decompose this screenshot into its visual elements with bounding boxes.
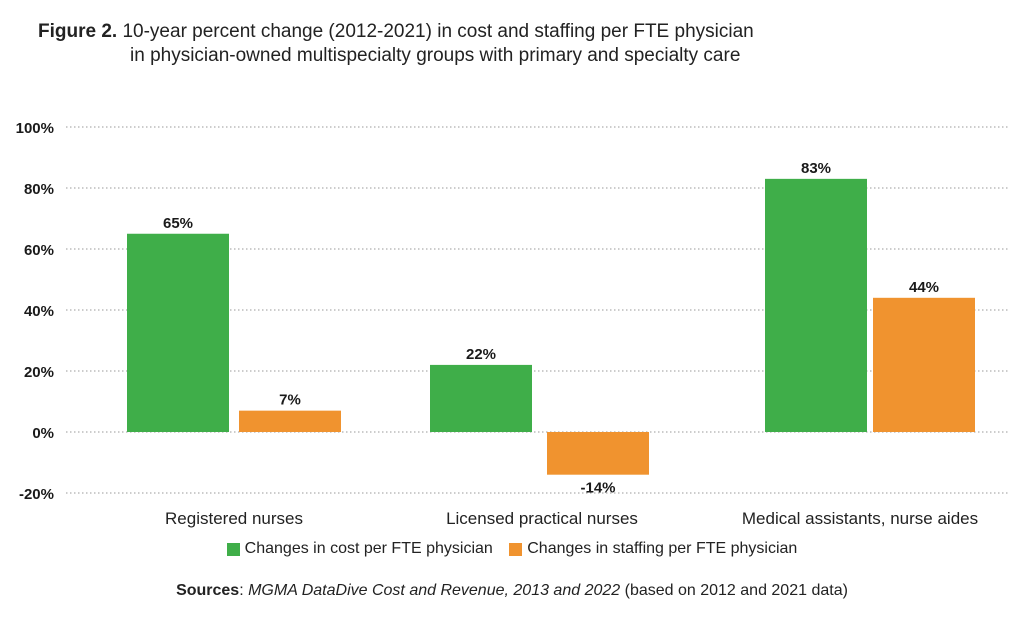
legend-swatch-staffing — [509, 542, 523, 556]
data-label: 83% — [801, 160, 831, 177]
bar-cost — [127, 233, 229, 432]
legend-item-staffing: Changes in staffing per FTE physician — [509, 540, 797, 558]
y-tick-label: 100% — [16, 120, 54, 137]
y-tick-label: -20% — [19, 486, 54, 503]
title-line-1: 10-year percent change (2012-2021) in co… — [122, 21, 754, 42]
y-tick-label: 0% — [32, 425, 54, 442]
data-label: 44% — [909, 279, 939, 296]
figure-label: Figure 2. — [38, 21, 118, 42]
legend-swatch-cost — [226, 542, 240, 556]
bars — [127, 178, 975, 475]
data-label: -14% — [580, 480, 615, 497]
legend-label-cost: Changes in cost per FTE physician — [244, 540, 493, 557]
data-labels: 65% 7% 22% -14% 83% 44% — [163, 160, 939, 497]
legend-item-cost: Changes in cost per FTE physician — [226, 540, 493, 558]
x-category-label: Licensed practical nurses — [446, 509, 638, 528]
sources-note: Sources: MGMA DataDive Cost and Revenue,… — [0, 582, 1024, 600]
bar-cost — [765, 178, 867, 432]
sources-title: MGMA DataDive Cost and Revenue, 2013 and… — [248, 582, 621, 599]
title-line-2: in physician-owned multispecialty groups… — [130, 45, 741, 66]
sources-colon: : — [239, 582, 249, 599]
sources-detail: (based on 2012 and 2021 data) — [620, 582, 848, 599]
y-tick-label: 40% — [24, 303, 54, 320]
sources-label: Sources — [176, 582, 240, 599]
data-label: 7% — [279, 392, 301, 409]
legend: Changes in cost per FTE physician Change… — [0, 540, 1024, 561]
bar-staffing — [547, 432, 649, 475]
y-tick-label: 80% — [24, 181, 54, 198]
y-axis-ticks: 100% 80% 60% 40% 20% 0% -20% — [16, 120, 54, 503]
x-category-label: Registered nurses — [165, 509, 303, 528]
data-label: 65% — [163, 215, 193, 232]
bar-staffing — [873, 297, 975, 432]
legend-label-staffing: Changes in staffing per FTE physician — [527, 540, 798, 557]
bar-cost — [430, 364, 532, 432]
x-axis-categories: Registered nurses Licensed practical nurs… — [165, 509, 978, 528]
bar-staffing — [239, 410, 341, 432]
data-label: 22% — [466, 346, 496, 363]
y-tick-label: 60% — [24, 242, 54, 259]
y-tick-label: 20% — [24, 364, 54, 381]
x-category-label: Medical assistants, nurse aides — [742, 509, 978, 528]
chart-title: Figure 2. 10-year percent change (2012-2… — [38, 20, 754, 68]
